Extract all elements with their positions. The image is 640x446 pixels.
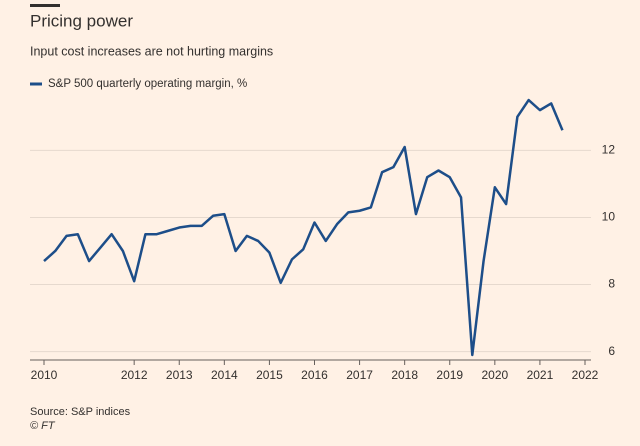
x-tick-label: 2020 [481,368,508,382]
credit: © FT [30,420,56,432]
chart-subtitle: Input cost increases are not hurting mar… [30,44,273,58]
y-tick-label: 8 [608,277,615,291]
x-tick-label: 2016 [301,368,328,382]
y-tick-label: 10 [602,210,616,224]
x-tick-label: 2017 [346,368,373,382]
x-tick-label: 2014 [211,368,238,382]
data-line [43,98,564,357]
x-tick-label: 2013 [166,368,193,382]
x-tick-label: 2021 [527,368,554,382]
source: Source: S&P indices [30,406,131,418]
chart-title: Pricing power [30,11,133,30]
x-tick-label: 2019 [436,368,463,382]
x-tick-label: 2022 [572,368,599,382]
x-tick-label: 2012 [121,368,148,382]
x-tick-label: 2018 [391,368,418,382]
legend-label: S&P 500 quarterly operating margin, % [48,78,247,90]
x-tick-label: 2010 [31,368,58,382]
x-tick-label: 2015 [256,368,283,382]
y-tick-label: 6 [608,344,615,358]
title-rule [30,4,60,7]
y-tick-label: 12 [602,143,616,157]
